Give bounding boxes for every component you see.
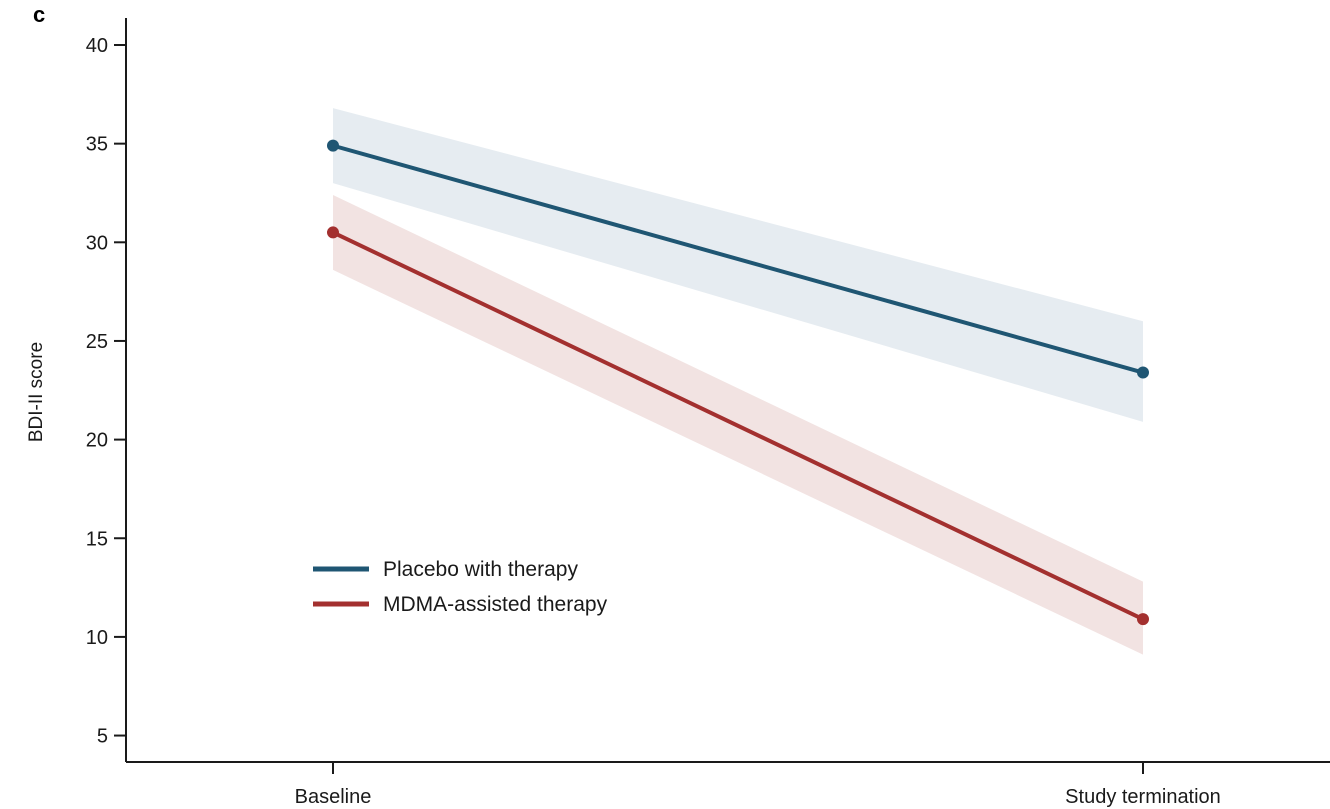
legend-label: Placebo with therapy bbox=[383, 558, 578, 581]
confidence-band-series-1 bbox=[333, 108, 1143, 422]
x-tick-label: Baseline bbox=[295, 786, 372, 808]
data-point bbox=[327, 139, 339, 152]
series-line-1 bbox=[331, 143, 1145, 375]
data-point bbox=[1137, 366, 1149, 379]
y-tick-label: 15 bbox=[86, 528, 108, 550]
y-tick-label: 10 bbox=[86, 627, 108, 649]
legend-label: MDMA-assisted therapy bbox=[383, 593, 608, 616]
y-tick-label: 25 bbox=[86, 331, 108, 353]
legend: Placebo with therapy MDMA-assisted therap… bbox=[313, 558, 608, 616]
y-tick-label: 40 bbox=[86, 35, 108, 57]
y-tick-label: 5 bbox=[97, 726, 108, 748]
panel-label: c bbox=[33, 2, 45, 27]
series-lines bbox=[331, 143, 1145, 622]
x-tick-label: Study termination bbox=[1065, 786, 1221, 808]
series-line-2 bbox=[331, 230, 1145, 622]
y-axis-ticks: 5 10 15 20 25 30 35 40 bbox=[86, 35, 126, 748]
y-tick-label: 20 bbox=[86, 430, 108, 452]
data-point bbox=[1137, 613, 1149, 626]
y-tick-label: 35 bbox=[86, 134, 108, 156]
x-axis-ticks: Baseline Study termination bbox=[295, 762, 1221, 808]
series-points bbox=[327, 139, 1149, 626]
y-axis-title: BDI-II score bbox=[26, 342, 47, 442]
data-point bbox=[327, 226, 339, 239]
y-tick-label: 30 bbox=[86, 232, 108, 254]
